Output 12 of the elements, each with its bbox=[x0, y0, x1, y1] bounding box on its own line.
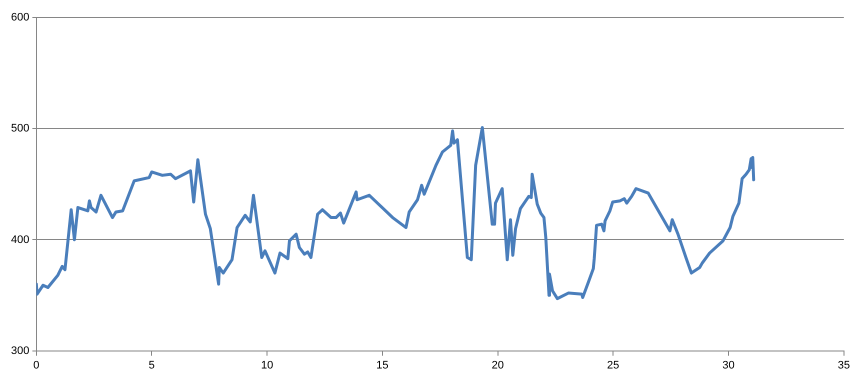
y-tick-label: 600 bbox=[10, 12, 30, 24]
x-tick-label: 25 bbox=[607, 359, 620, 372]
x-tick-label: 15 bbox=[376, 359, 389, 372]
y-tick-label: 500 bbox=[10, 122, 30, 135]
x-tick-label: 5 bbox=[148, 359, 155, 372]
x-tick-label: 20 bbox=[492, 359, 504, 372]
x-tick-label: 30 bbox=[722, 359, 735, 372]
y-tick-label: 400 bbox=[10, 234, 30, 246]
y-tick-label: 300 bbox=[10, 344, 30, 357]
x-tick-label: 10 bbox=[260, 359, 274, 372]
x-tick-label: 35 bbox=[838, 359, 850, 372]
x-tick-label: 0 bbox=[33, 359, 40, 372]
